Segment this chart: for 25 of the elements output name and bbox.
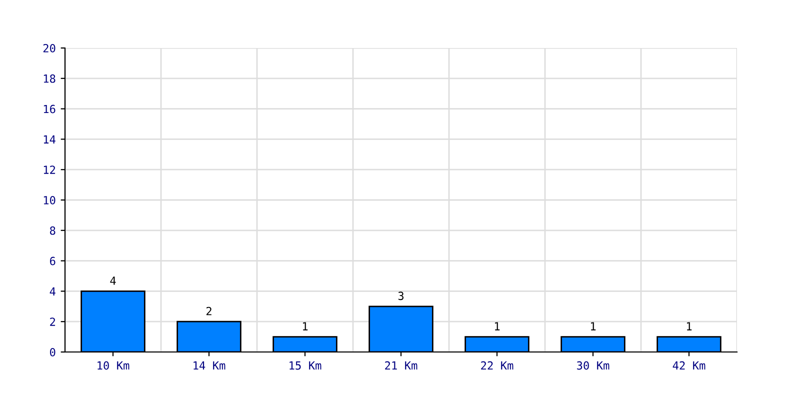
data-label: 4: [110, 276, 116, 285]
y-tick-label: 10: [44, 196, 56, 204]
x-tick-label: 21 Km: [385, 361, 418, 370]
data-label: 1: [302, 322, 308, 330]
y-tick-label: 12: [44, 166, 56, 174]
data-label: 1: [686, 322, 692, 330]
data-label: 1: [590, 322, 596, 330]
y-tick-label: 4: [50, 287, 56, 296]
x-tick-label: 30 Km: [577, 361, 610, 370]
y-tick-label: 18: [44, 74, 56, 83]
x-tick-label: 42 Km: [672, 361, 706, 370]
y-tick-label: 16: [44, 104, 56, 114]
x-tick-label: 15 Km: [290, 361, 322, 370]
y-tick-label: 8: [50, 226, 56, 235]
y-tick-label: 14: [44, 135, 56, 144]
y-tick-label: 6: [50, 256, 56, 266]
data-label: 1: [494, 322, 500, 330]
data-label: 2: [206, 306, 212, 316]
x-tick-label: 10 Km: [98, 361, 130, 370]
y-tick-label: 0: [50, 348, 56, 356]
x-tick-label: 14 Km: [194, 361, 226, 370]
x-tick-label: 22 Km: [481, 361, 514, 370]
y-tick-label: 2: [50, 318, 56, 326]
y-tick-label: 20: [43, 44, 56, 52]
data-label: 3: [398, 292, 404, 300]
